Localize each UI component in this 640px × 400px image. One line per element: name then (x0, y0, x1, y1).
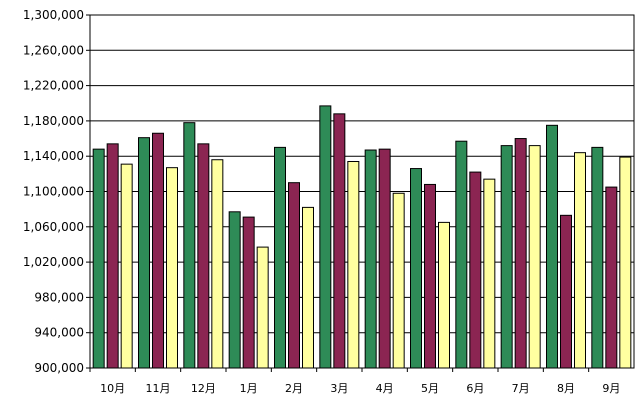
bar (500, 145, 513, 369)
x-tick-label: 3月 (330, 382, 348, 395)
y-tick-label: 900,000 (34, 361, 84, 375)
x-tick-label: 12月 (191, 382, 216, 395)
bar (197, 143, 210, 369)
bar (120, 163, 133, 369)
x-tick-label: 10月 (100, 382, 125, 395)
x-tick-label: 8月 (557, 382, 575, 395)
x-tick-label: 2月 (285, 382, 303, 395)
bar (138, 137, 150, 369)
bar (211, 159, 224, 369)
y-tick-label: 1,060,000 (23, 220, 84, 234)
bar (619, 156, 632, 369)
x-tick-label: 11月 (146, 382, 171, 395)
gridlines (90, 49, 634, 334)
bar (364, 149, 377, 369)
bar (455, 140, 468, 369)
x-axis-tick-labels: 10月 11月 12月 1月 2月 3月 4月 5月 6月 7月 8月 9月 (100, 382, 620, 395)
x-tick-label: 6月 (466, 382, 484, 395)
bar (242, 216, 255, 369)
bar (228, 211, 241, 369)
bar (410, 168, 422, 369)
x-tick-label: 4月 (376, 382, 394, 395)
bar (438, 221, 450, 369)
bar (605, 186, 618, 369)
bar (106, 143, 119, 369)
bar (546, 124, 558, 369)
bar (378, 148, 391, 369)
bar (514, 138, 527, 369)
y-tick-label: 1,100,000 (23, 185, 84, 199)
bar (483, 178, 496, 369)
y-tick-label: 940,000 (34, 326, 84, 340)
x-tick-label: 5月 (421, 382, 439, 395)
bar (528, 145, 541, 369)
bar (302, 206, 314, 369)
x-tick-label: 1月 (240, 382, 258, 395)
x-tick-label: 7月 (512, 382, 530, 395)
y-tick-label: 1,300,000 (23, 8, 84, 22)
bar (424, 183, 436, 369)
y-tick-label: 1,260,000 (23, 43, 84, 57)
bar (469, 171, 482, 369)
bar (152, 132, 164, 369)
bar (274, 146, 286, 369)
bar (574, 152, 586, 369)
bar (288, 182, 300, 369)
bar (166, 167, 178, 369)
bars (92, 105, 632, 369)
y-tick-label: 980,000 (34, 290, 84, 304)
bar (319, 105, 332, 369)
bar (347, 160, 360, 369)
y-tick-label: 1,220,000 (23, 79, 84, 93)
y-tick-label: 1,180,000 (23, 114, 84, 128)
axes (86, 14, 635, 372)
x-tick-label: 9月 (602, 382, 620, 395)
y-tick-label: 1,020,000 (23, 255, 84, 269)
y-axis-tick-labels: 900,000 940,000 980,000 1,020,000 1,060,000 1… (23, 8, 84, 375)
plot-frame (89, 14, 635, 369)
bar (591, 146, 604, 369)
bar (92, 148, 105, 369)
bar (333, 113, 346, 369)
bar (256, 246, 269, 369)
bar (392, 192, 405, 369)
bar (560, 214, 572, 369)
bar (183, 122, 196, 369)
y-tick-label: 1,140,000 (23, 149, 84, 163)
